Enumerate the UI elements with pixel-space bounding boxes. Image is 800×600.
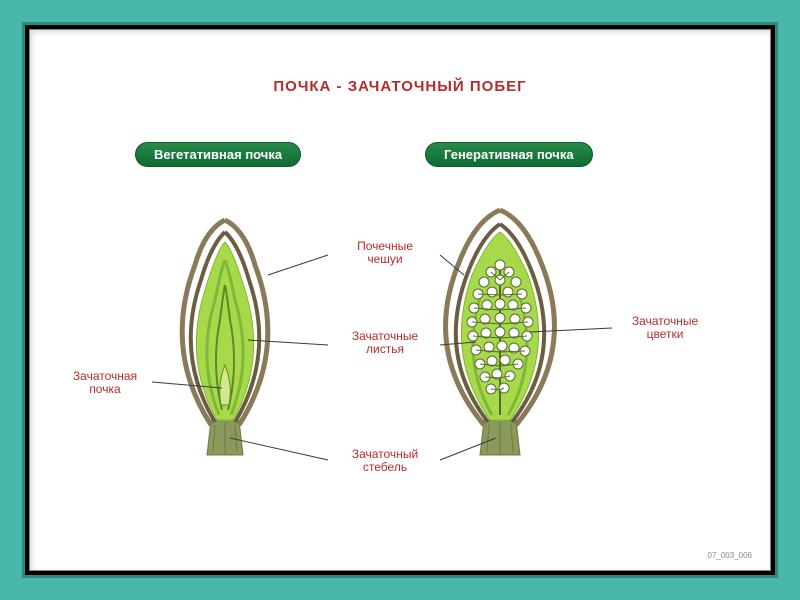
- diagram-paper: ПОЧКА - ЗАЧАТОЧНЫЙ ПОБЕГ Вегетативная по…: [29, 29, 771, 571]
- diagram-svg: [30, 30, 772, 570]
- outer-frame: ПОЧКА - ЗАЧАТОЧНЫЙ ПОБЕГ Вегетативная по…: [22, 22, 778, 578]
- footer-mark: 07_003_006: [708, 551, 753, 560]
- vegetative-bud: [182, 220, 268, 455]
- generative-bud: [446, 210, 555, 455]
